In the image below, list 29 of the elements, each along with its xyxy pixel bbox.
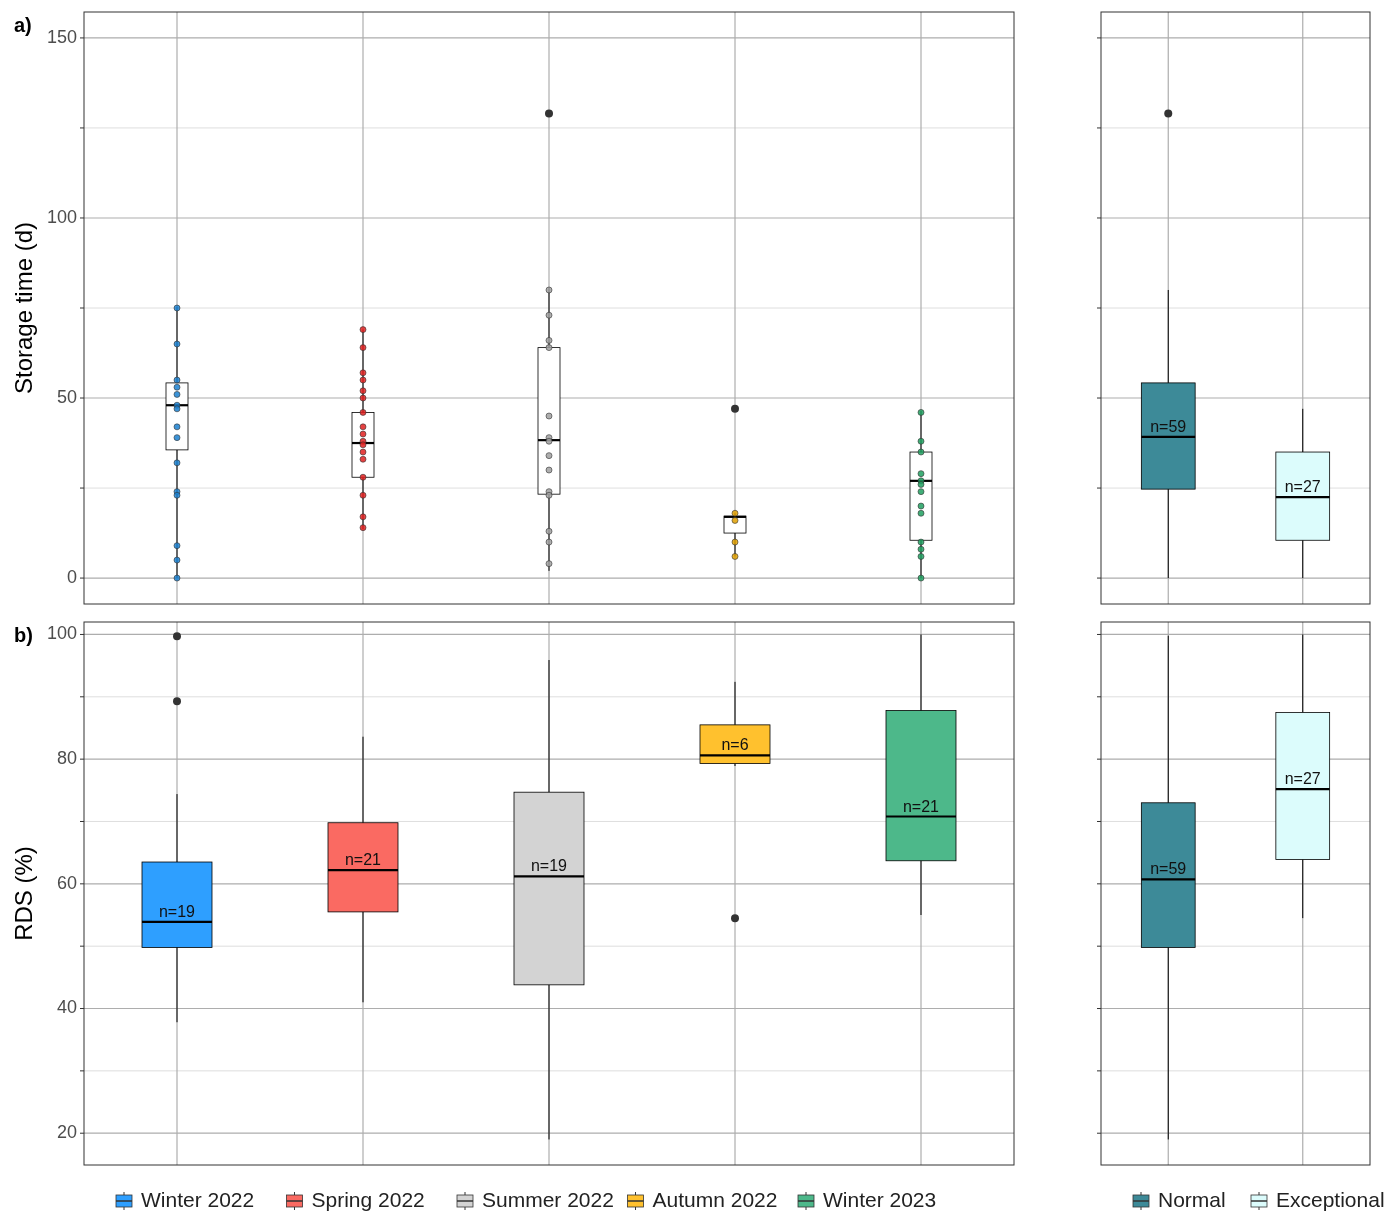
annotation: n=27	[1284, 478, 1321, 496]
y-tick-label: 40	[56, 997, 77, 1018]
y-tick-label: 80	[56, 747, 77, 768]
annotation: n=19	[530, 857, 568, 875]
chart-title: b)	[14, 624, 33, 646]
legend-label: Normal	[1158, 1187, 1226, 1211]
annotation: n=59	[1150, 860, 1187, 878]
annotation: n=27	[1284, 770, 1321, 788]
legend-label: Winter 2023	[823, 1187, 937, 1211]
annotation: n=6	[721, 736, 749, 754]
y-tick-label: 100	[46, 206, 77, 227]
legend-label: Winter 2022	[141, 1187, 255, 1211]
legend-label: Spring 2022	[311, 1187, 425, 1211]
y-tick-label: 0	[66, 566, 77, 587]
y-axis-title: RDS (%)	[10, 846, 37, 941]
y-tick-label: 20	[56, 1121, 77, 1142]
y-tick-label: 60	[56, 872, 77, 893]
annotation: n=19	[158, 902, 196, 920]
annotation: n=21	[344, 851, 382, 869]
y-tick-label: 100	[46, 623, 77, 644]
legend-label: Autumn 2022	[652, 1187, 778, 1211]
y-tick-label: 50	[56, 386, 77, 407]
annotation: n=59	[1150, 417, 1187, 435]
annotation: n=21	[902, 797, 940, 815]
y-tick-label: 150	[46, 26, 77, 47]
chart-title: a)	[14, 14, 32, 36]
legend-label: Exceptional	[1276, 1187, 1385, 1211]
legend-label: Summer 2022	[482, 1187, 614, 1211]
y-axis-title: Storage time (d)	[10, 221, 37, 395]
